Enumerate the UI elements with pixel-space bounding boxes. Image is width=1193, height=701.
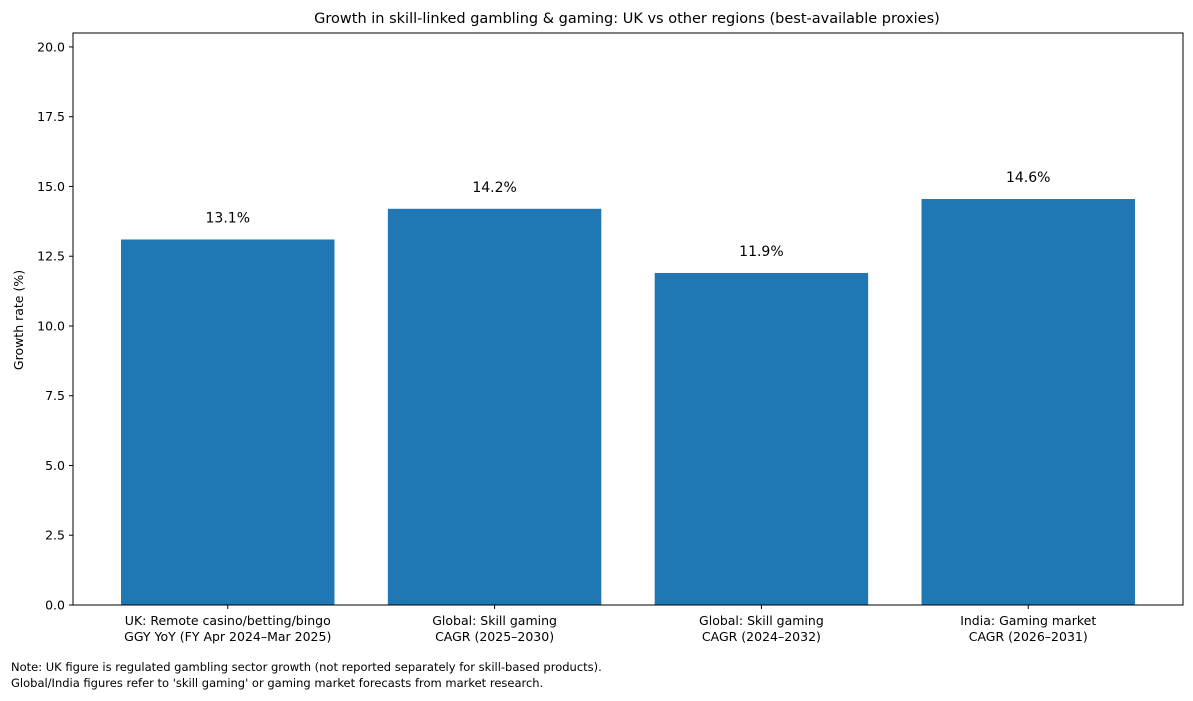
bars-group: [121, 199, 1135, 606]
x-tick-label: UK: Remote casino/betting/bingo: [125, 613, 331, 628]
y-axis-ticks: 0.0 2.5 5.0 7.5 10.0 12.5 15.0 17.5 20.0: [37, 39, 73, 613]
y-axis-label: Growth rate (%): [11, 270, 26, 370]
y-tick-label: 2.5: [45, 528, 65, 543]
bar-data-label: 14.2%: [472, 180, 516, 196]
x-tick-label: Global: Skill gaming: [432, 613, 557, 628]
bar: [654, 272, 869, 605]
y-tick-label: 10.0: [37, 318, 65, 333]
y-tick-label: 20.0: [37, 39, 65, 54]
data-labels-group: 13.1% 14.2% 11.9% 14.6%: [206, 170, 1051, 260]
y-tick-label: 0.0: [45, 598, 65, 613]
bar-data-label: 13.1%: [206, 210, 250, 226]
footnote-line-2: Global/India figures refer to 'skill gam…: [11, 676, 544, 690]
x-tick-label: CAGR (2024–2032): [702, 629, 821, 644]
x-tick-label: India: Gaming market: [960, 613, 1096, 628]
x-tick-label: CAGR (2025–2030): [435, 629, 554, 644]
bar-data-label: 14.6%: [1006, 170, 1050, 186]
bar-data-label: 11.9%: [739, 244, 783, 260]
plot-area-frame: [72, 32, 1184, 606]
x-tick-label: Global: Skill gaming: [699, 613, 824, 628]
y-tick-label: 7.5: [45, 388, 65, 403]
y-tick-label: 12.5: [37, 249, 65, 264]
y-tick-label: 5.0: [45, 458, 65, 473]
bar: [387, 208, 602, 605]
y-tick-label: 17.5: [37, 109, 65, 124]
footnote-line-1: Note: UK figure is regulated gambling se…: [11, 660, 602, 674]
bar: [921, 199, 1135, 605]
bar: [121, 239, 335, 606]
y-tick-label: 15.0: [37, 179, 65, 194]
x-tick-label: GGY YoY (FY Apr 2024–Mar 2025): [124, 629, 331, 644]
x-tick-label: CAGR (2026–2031): [969, 629, 1088, 644]
chart-title: Growth in skill-linked gambling & gaming…: [314, 11, 940, 27]
